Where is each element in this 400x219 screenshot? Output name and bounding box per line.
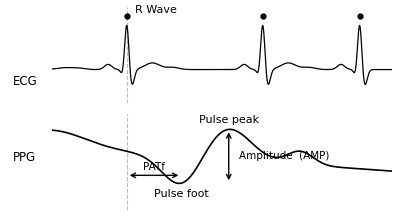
Text: PPG: PPG — [13, 151, 36, 164]
Text: Amplitude  (AMP): Amplitude (AMP) — [239, 151, 329, 161]
Text: ECG: ECG — [13, 75, 38, 88]
Text: R Wave: R Wave — [135, 5, 177, 16]
Text: Pulse peak: Pulse peak — [199, 115, 259, 125]
Text: PATf: PATf — [143, 162, 165, 172]
Text: Pulse foot: Pulse foot — [154, 189, 209, 199]
